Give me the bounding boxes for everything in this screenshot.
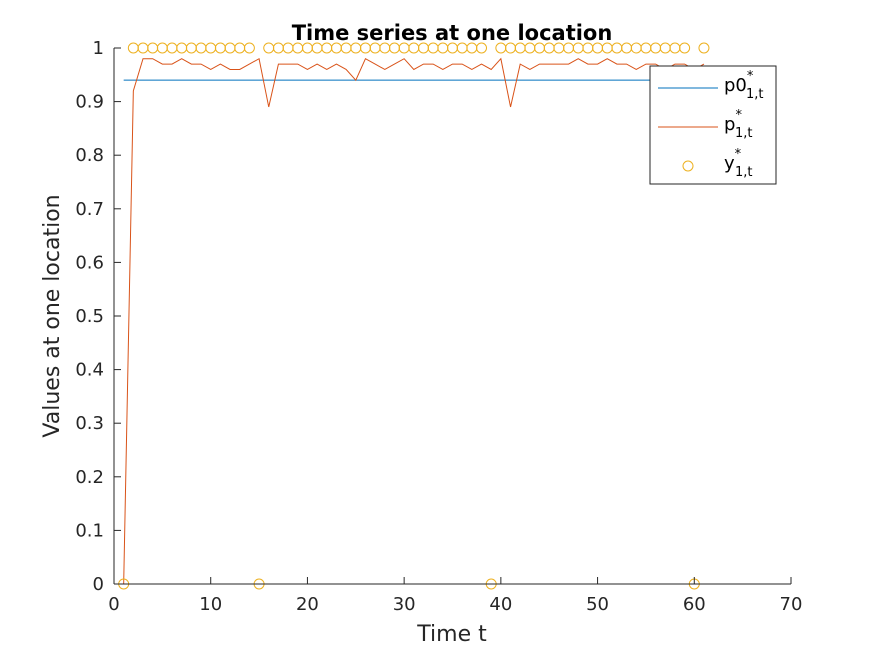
series-marker <box>698 42 710 54</box>
legend-box <box>649 65 777 185</box>
x-tick-label: 40 <box>489 594 512 615</box>
y-tick-label: 0.7 <box>75 199 104 220</box>
y-tick-label: 0.3 <box>75 413 104 434</box>
y-tick-label: 0.4 <box>75 360 104 381</box>
x-tick-label: 30 <box>393 594 416 615</box>
y-tick-label: 0.8 <box>75 145 104 166</box>
y-axis-label: Values at one location <box>40 194 65 437</box>
x-axis-label: Time t <box>416 622 487 647</box>
y-tick-label: 0.5 <box>75 306 104 327</box>
x-tick-label: 20 <box>296 594 319 615</box>
chart-title: Time series at one location <box>292 21 613 45</box>
x-tick-label: 0 <box>108 594 119 615</box>
axes-layer: 0 10 20 30 40 50 60 70 0 0.1 0.2 0.3 0.4 0.5 0.6 0.7 0.8… <box>75 38 802 615</box>
y-tick-label: 0.6 <box>75 252 104 273</box>
series-layer <box>118 42 710 590</box>
legend-label-2: y* 1,t <box>724 147 753 180</box>
series-line-1 <box>123 57 705 585</box>
legend-label-0: p0* 1,t <box>724 69 764 102</box>
legend: p0* 1,t p* 1,t y* 1,t <box>649 65 777 185</box>
y-tick-label: 1 <box>93 38 104 59</box>
x-tick-label: 60 <box>683 594 706 615</box>
y-tick-label: 0.1 <box>75 520 104 541</box>
x-tick-label: 10 <box>199 594 222 615</box>
legend-label-1: p* 1,t <box>724 108 753 141</box>
y-tick-label: 0 <box>93 574 104 595</box>
series-marker <box>243 42 255 54</box>
legend-swatch-2 <box>682 160 694 172</box>
y-tick-label: 0.9 <box>75 92 104 113</box>
series-marker <box>476 42 488 54</box>
y-tick-label: 0.2 <box>75 467 104 488</box>
series-marker <box>679 42 691 54</box>
x-tick-label: 50 <box>586 594 609 615</box>
x-tick-label: 70 <box>780 594 803 615</box>
